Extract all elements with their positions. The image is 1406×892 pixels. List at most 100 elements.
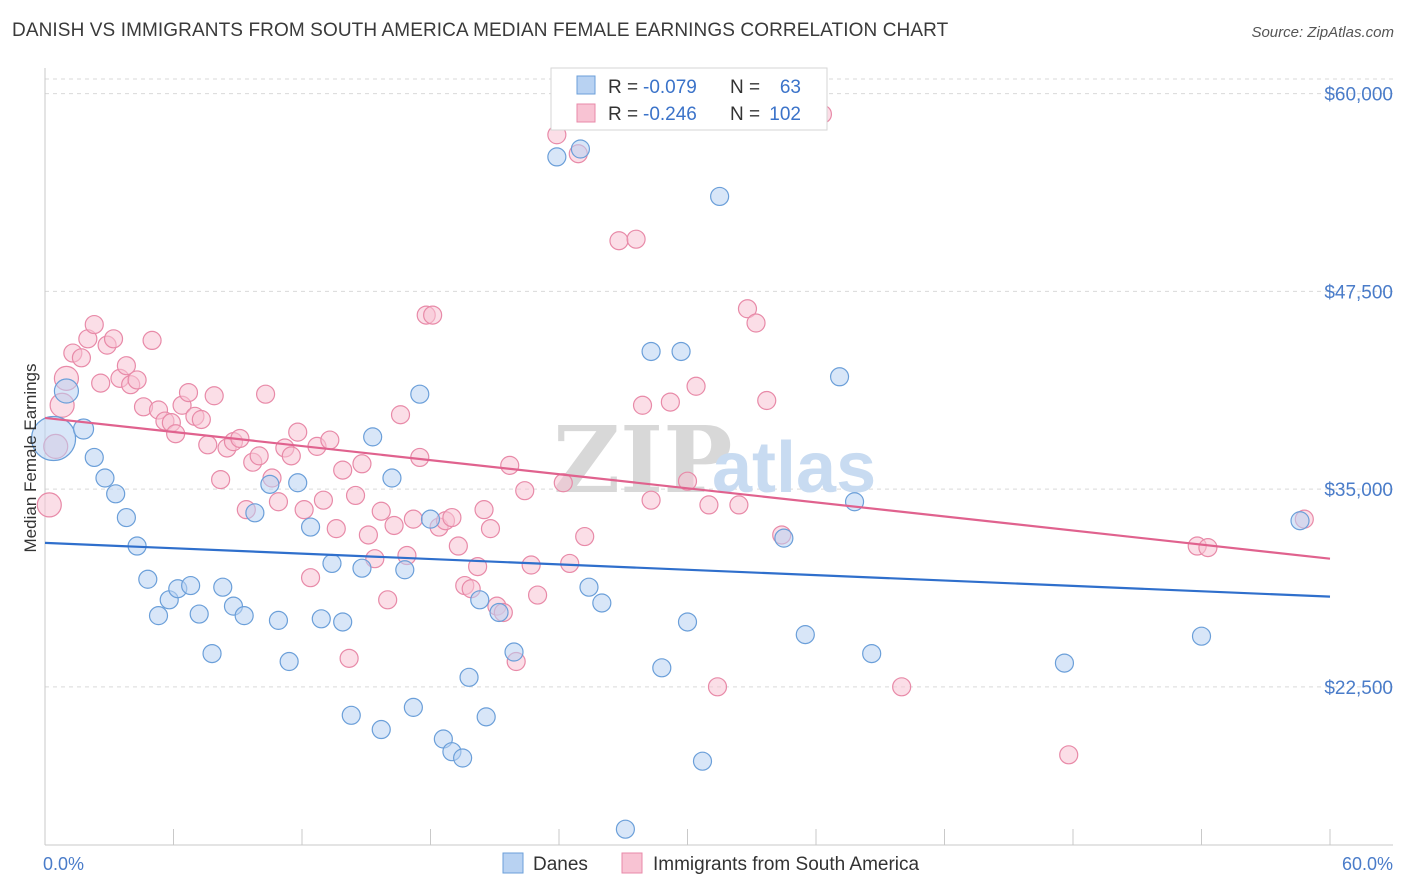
danes-point [311, 609, 331, 629]
south-america-point [345, 485, 366, 506]
bottom-legend-label-south-america: Immigrants from South America [653, 854, 920, 875]
danes-point [84, 447, 104, 468]
danes-point [95, 468, 115, 488]
south-america-point [1059, 745, 1079, 765]
south-america-point [390, 405, 411, 425]
y-tick-label: $22,500 [1324, 678, 1393, 699]
danes-point [677, 612, 698, 632]
danes-point [268, 610, 289, 630]
south-america-point [521, 555, 541, 575]
danes-point [579, 577, 599, 597]
legend-r-value-danes: -0.079 [643, 77, 697, 98]
danes-point [53, 378, 80, 404]
danes-point [148, 606, 169, 626]
trend-lines [44, 416, 1331, 598]
danes-point [410, 384, 430, 404]
south-america-point [288, 422, 308, 442]
south-america-point [500, 455, 520, 475]
south-america-point [677, 471, 698, 491]
danes-point [288, 473, 308, 493]
south-america-point [294, 500, 314, 520]
danes-point [1191, 626, 1212, 646]
danes-point [652, 658, 672, 678]
danes-point [1054, 653, 1075, 673]
danes-point [279, 651, 299, 672]
danes-point [504, 642, 524, 662]
trend-line-south-america [44, 416, 1331, 560]
danes-point [260, 474, 280, 494]
south-america-point [326, 519, 346, 539]
legend-n-label-south-america: N = [730, 104, 765, 125]
y-tick-labels: $22,500 $35,000 $47,500 $60,000 [1324, 85, 1393, 699]
south-america-point [423, 305, 443, 325]
south-america-point [204, 386, 224, 406]
y-axis-title: Median Female Earnings [21, 364, 40, 553]
legend-r-value-south-america: -0.246 [643, 104, 697, 125]
south-america-point [127, 370, 147, 390]
danes-point [352, 558, 372, 578]
south-america-point [320, 430, 340, 450]
y-tick-label: $35,000 [1324, 480, 1393, 501]
danes-point [829, 367, 850, 387]
danes-point [234, 606, 254, 626]
bottom-legend: Danes Immigrants from South America [502, 852, 920, 875]
south-america-point [36, 492, 62, 518]
south-america-point [281, 446, 301, 466]
danes-point [395, 560, 415, 580]
south-america-point [737, 299, 758, 319]
chart-source: Source: ZipAtlas.com [1251, 24, 1394, 41]
danes-point [341, 705, 361, 725]
danes-point [476, 707, 496, 727]
danes-point [862, 643, 882, 664]
y-tick-label: $47,500 [1324, 282, 1393, 303]
danes-point [795, 625, 815, 645]
south-america-point [198, 435, 218, 455]
danes-point [459, 667, 479, 687]
danes-point [453, 748, 473, 768]
south-america-point [660, 392, 680, 412]
south-america-point [707, 677, 728, 697]
legend-swatch-danes [576, 75, 596, 95]
y-tick-label: $60,000 [1324, 85, 1393, 106]
south-america-point [71, 348, 92, 368]
danes-point [300, 517, 321, 537]
bottom-legend-swatch-south-america [621, 852, 643, 874]
grid-layer [45, 78, 1393, 688]
south-america-point [632, 395, 653, 415]
south-america-point [358, 525, 378, 545]
south-america-point [575, 526, 595, 547]
south-america-point [892, 677, 912, 697]
south-america-point [333, 460, 353, 480]
south-america-point [480, 519, 501, 539]
danes-point [774, 528, 794, 548]
south-america-point [371, 501, 391, 521]
chart-title: DANISH VS IMMIGRANTS FROM SOUTH AMERICA … [12, 20, 949, 41]
danes-point [710, 186, 730, 207]
danes-point [692, 751, 713, 771]
danes-point [213, 577, 233, 597]
danes-point [181, 575, 201, 596]
south-america-point [515, 481, 535, 501]
danes-point [641, 341, 661, 362]
south-america-point [255, 384, 276, 404]
danes-point [202, 643, 222, 664]
danes-point [615, 819, 635, 839]
legend-n-value-south-america: 102 [769, 104, 801, 125]
danes-point [420, 509, 441, 529]
south-america-point [103, 329, 124, 349]
legend-n-label-danes: N = [730, 77, 765, 98]
south-america-point [300, 568, 321, 588]
south-america-point [313, 490, 334, 510]
danes-point [403, 697, 423, 717]
south-america-point [699, 495, 719, 515]
south-america-point [626, 229, 646, 249]
danes-point [1290, 511, 1310, 531]
south-america-point [249, 446, 269, 466]
x-tick-label-left: 0.0% [43, 854, 84, 874]
south-america-point [403, 509, 423, 529]
bottom-legend-label-danes: Danes [533, 854, 588, 875]
south-america-point [448, 536, 468, 556]
south-america-point [352, 454, 372, 474]
danes-point [106, 484, 126, 504]
legend-r-label-south-america: R = [608, 104, 643, 125]
